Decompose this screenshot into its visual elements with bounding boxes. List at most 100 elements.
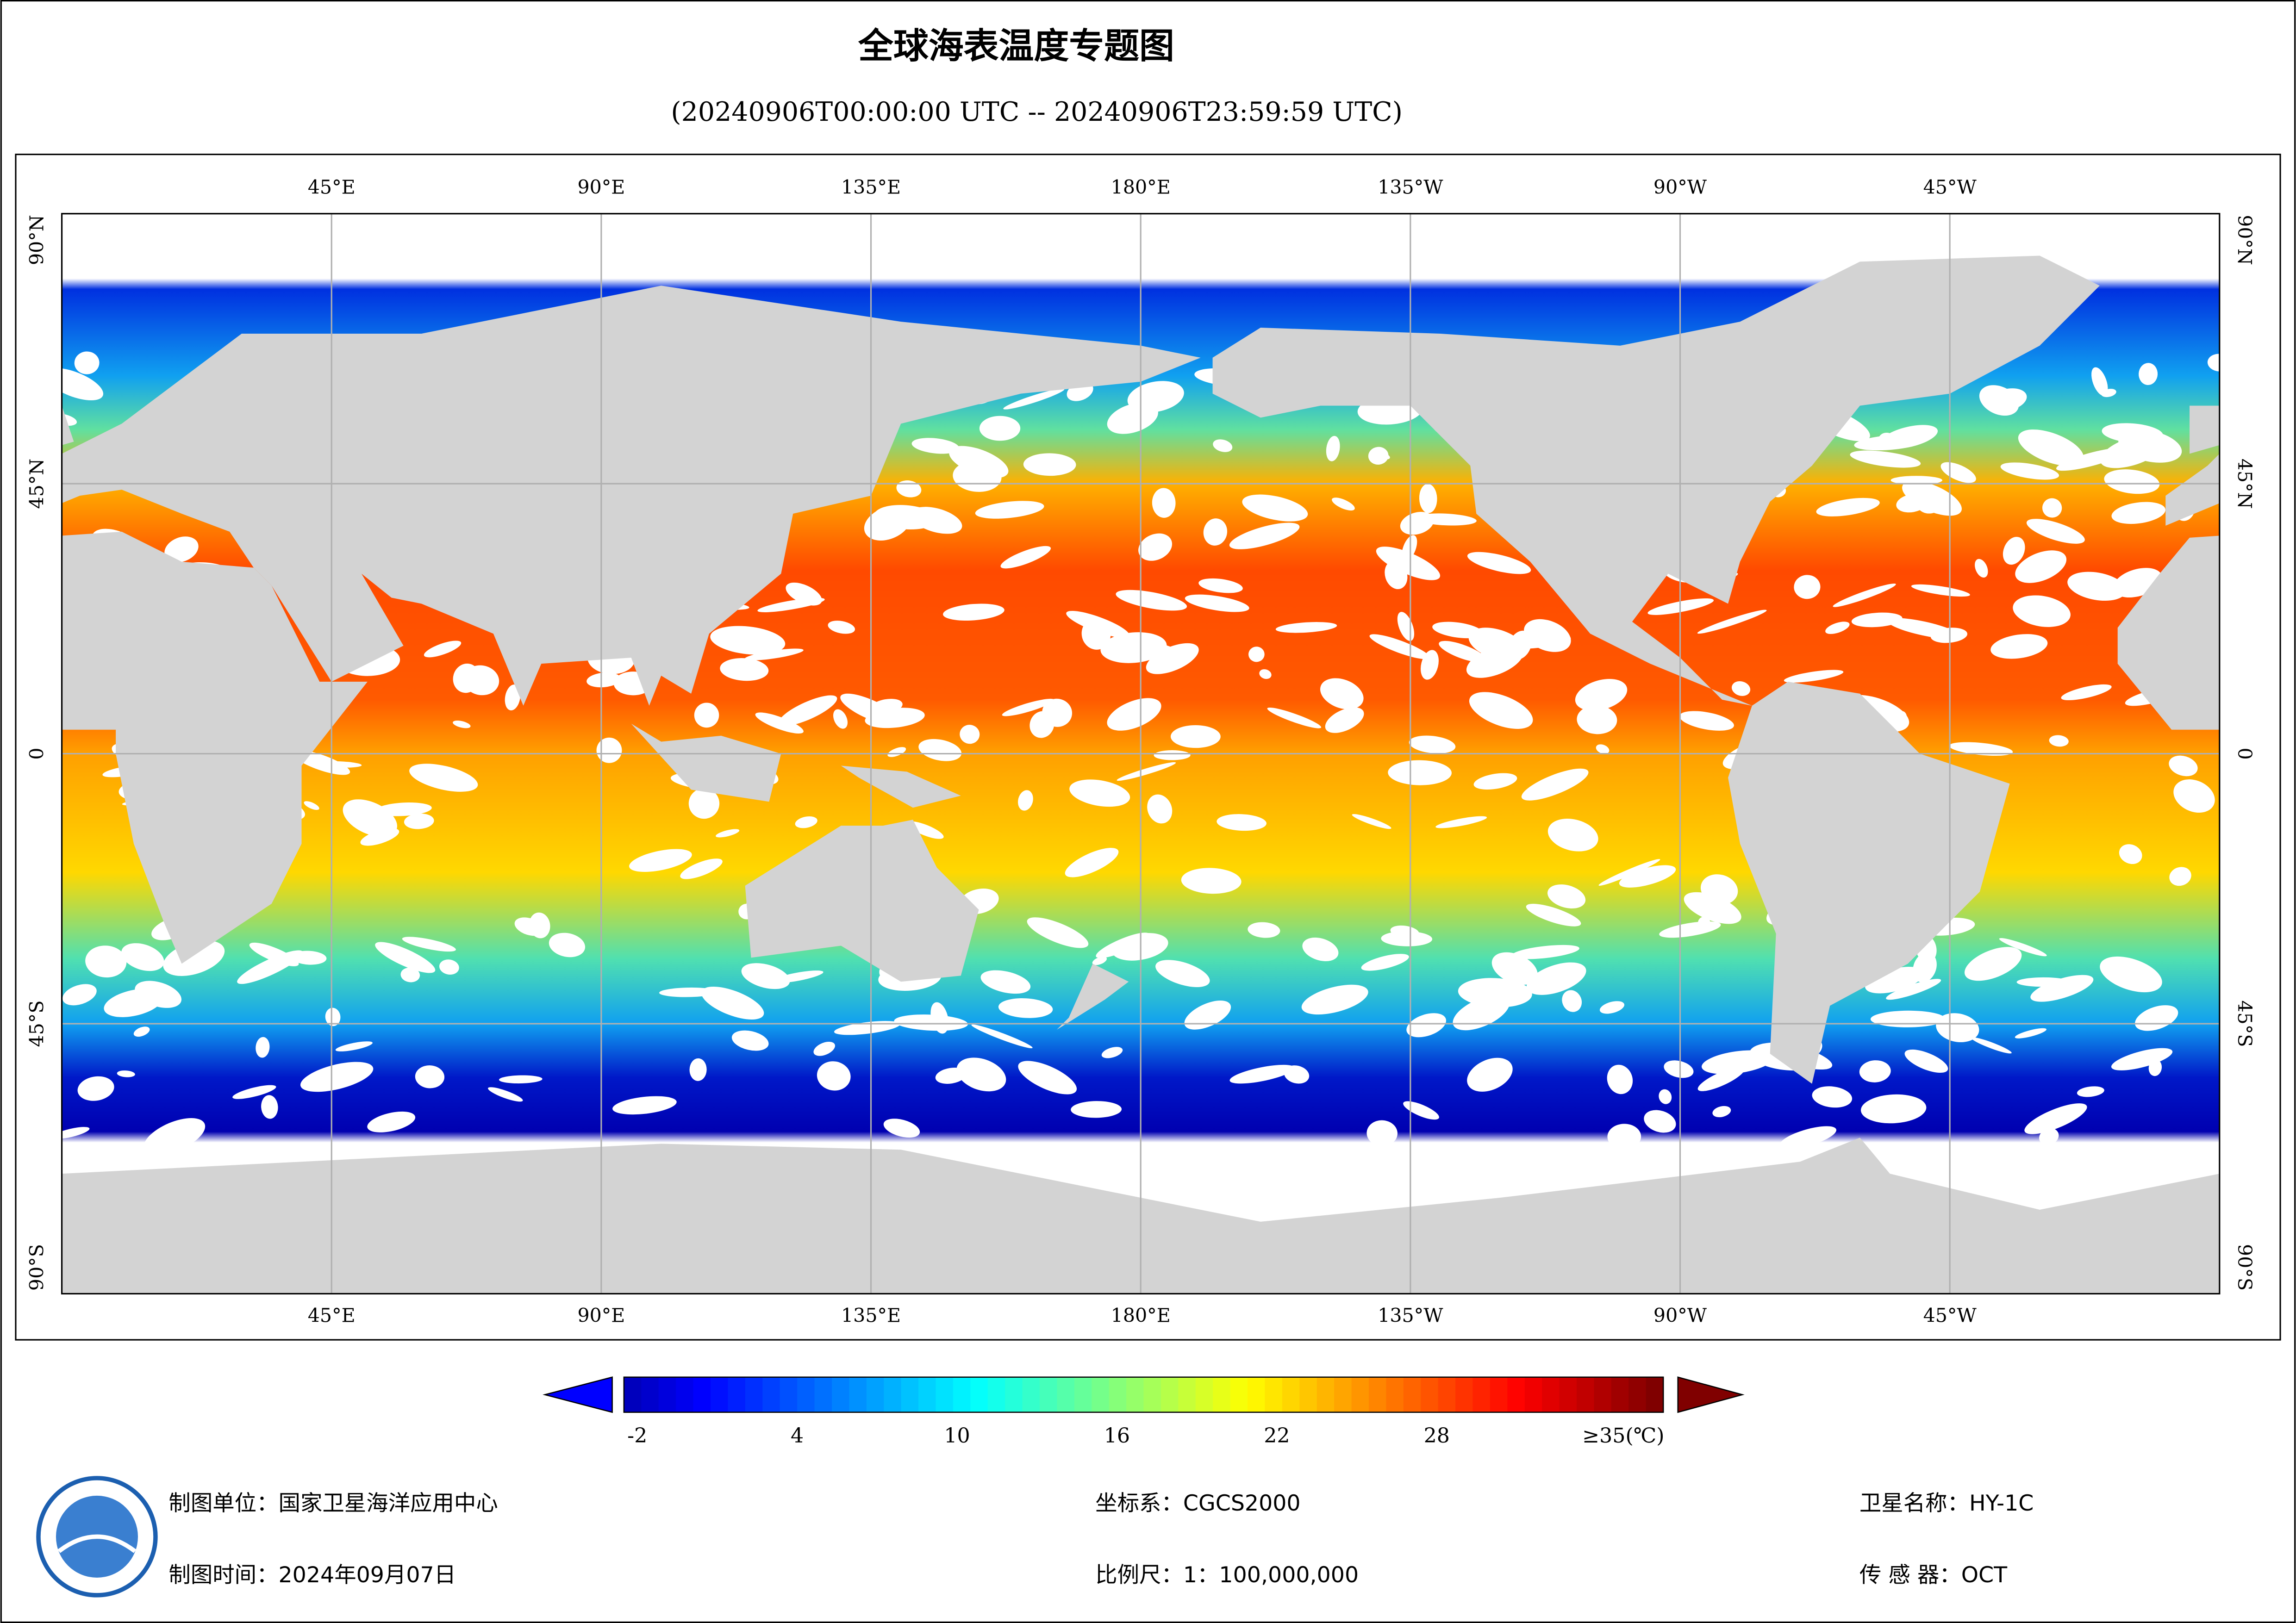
cloud: [596, 737, 622, 763]
cloud: [300, 1062, 374, 1092]
cloud: [971, 1024, 1033, 1049]
cloud: [1107, 698, 1161, 731]
cloud: [979, 416, 1021, 441]
cloud: [894, 1014, 968, 1031]
cloud: [1409, 735, 1456, 754]
cloud: [786, 582, 822, 606]
cloud: [1547, 819, 1598, 852]
cloud: [2018, 429, 2084, 466]
colorbar-segment: [970, 1377, 988, 1412]
colorbar-segment: [641, 1377, 659, 1412]
colorbar-segment: [1074, 1377, 1092, 1412]
cloud: [2119, 844, 2142, 864]
cloud: [716, 829, 740, 838]
logo: [36, 1476, 158, 1598]
cloud: [1607, 1124, 1641, 1150]
footer-unit: 制图单位：国家卫星海洋应用中心: [168, 1491, 498, 1516]
colorbar-segment: [1143, 1377, 1162, 1412]
cloud: [400, 967, 420, 983]
colorbar-segment: [1265, 1377, 1283, 1412]
cloud: [1213, 439, 1233, 452]
cloud: [980, 970, 1031, 994]
colorbar-segment: [745, 1377, 763, 1412]
colorbar-segment: [1368, 1377, 1387, 1412]
landmass: [62, 405, 74, 445]
colorbar-segment: [987, 1377, 1006, 1412]
cloud: [402, 937, 456, 952]
cloud: [1524, 619, 1571, 652]
cloud: [2169, 755, 2198, 777]
cloud: [720, 658, 769, 681]
cloud: [2091, 367, 2108, 396]
cloud: [744, 648, 804, 660]
cloud: [2013, 595, 2071, 627]
cloud: [834, 1021, 900, 1035]
cloud: [237, 950, 303, 984]
cloud: [1027, 917, 1089, 948]
cloud: [1911, 584, 1970, 597]
lat-label-left: 90°N: [25, 215, 48, 265]
cloud: [1562, 990, 1582, 1012]
cloud: [883, 1119, 920, 1138]
cloud: [1284, 1065, 1310, 1084]
cloud: [1794, 575, 1821, 599]
colorbar-segment: [1316, 1377, 1335, 1412]
cloud: [1147, 794, 1173, 824]
cloud: [375, 942, 436, 973]
cloud: [2015, 1028, 2047, 1038]
cloud: [833, 709, 848, 729]
cloud: [1860, 1094, 1927, 1124]
landmass: [745, 820, 979, 982]
cloud: [514, 917, 544, 936]
colorbar-segment: [1126, 1377, 1144, 1412]
lat-label-right: 45°S: [2234, 1001, 2256, 1047]
cloud: [164, 536, 199, 563]
colorbar-segment: [1421, 1377, 1439, 1412]
cloud: [1467, 1057, 1513, 1092]
cloud: [1816, 497, 1880, 516]
cloud: [1326, 435, 1340, 461]
cloud: [2024, 1103, 2087, 1134]
cloud: [1964, 947, 2022, 981]
colorbar-segment: [1577, 1377, 1595, 1412]
cloud: [1381, 931, 1433, 946]
cloud: [1878, 432, 1896, 448]
landmass: [62, 286, 1201, 706]
cloud: [1859, 1060, 1891, 1082]
cloud: [1916, 493, 1942, 514]
cloud: [975, 501, 1044, 519]
colorbar-segment: [780, 1377, 798, 1412]
cloud: [62, 984, 97, 1006]
cloud: [1096, 933, 1150, 958]
cloud: [1659, 921, 1721, 938]
colorbar-segment: [953, 1377, 971, 1412]
colorbar-segment: [936, 1377, 954, 1412]
cloud: [85, 945, 127, 978]
cloud: [1421, 650, 1439, 680]
cloud: [1547, 884, 1586, 909]
cloud: [77, 1076, 114, 1101]
cloud: [629, 849, 692, 872]
cloud: [117, 1070, 135, 1077]
cloud: [2104, 469, 2160, 494]
cloud: [256, 1037, 270, 1058]
cloud: [1242, 494, 1308, 522]
cloud: [1526, 962, 1586, 995]
colorbar-segment: [1507, 1377, 1526, 1412]
landmass: [1056, 964, 1129, 1030]
plot-frame: [61, 213, 2221, 1295]
colorbar-segment: [1057, 1377, 1075, 1412]
lon-label-top: 45°E: [308, 176, 356, 198]
footer-crs: 坐标系：CGCS2000: [1095, 1491, 1300, 1516]
cloud: [1146, 643, 1199, 674]
cloud: [74, 351, 100, 374]
cloud: [1779, 1126, 1837, 1149]
colorbar-segment: [1213, 1377, 1231, 1412]
footer-scale: 比例尺：1：100,000,000: [1095, 1562, 1359, 1588]
cloud: [1066, 610, 1129, 638]
cloud: [795, 816, 817, 828]
cloud: [1301, 984, 1368, 1015]
cloud: [1812, 1086, 1853, 1108]
cloud: [1833, 583, 1896, 607]
